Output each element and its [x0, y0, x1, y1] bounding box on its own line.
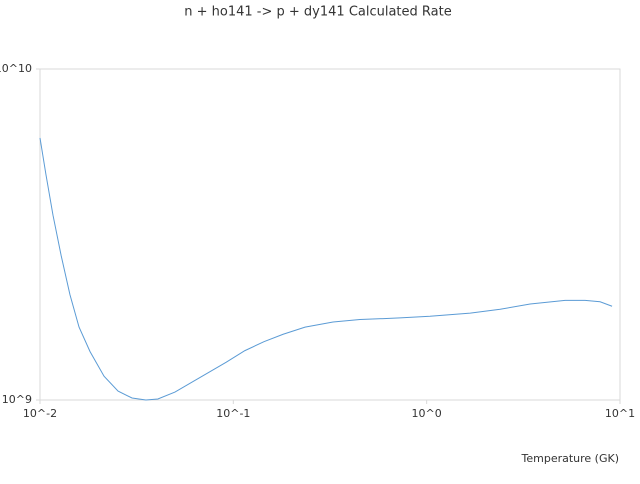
x-tick-label: 10^-1: [216, 407, 250, 420]
line: [39, 137, 613, 401]
y-tick-label: 10^10: [0, 62, 32, 75]
chart-title: n + ho141 -> p + dy141 Calculated Rate: [184, 5, 451, 20]
x-tick-label: 10^0: [412, 407, 442, 420]
x-tick-label: 10^-2: [23, 407, 57, 420]
plot-frame: [39, 68, 621, 401]
x-tick-label: 10^1: [605, 407, 635, 420]
x-axis-label: Temperature (GK): [521, 452, 620, 465]
y-tick-label: 10^9: [2, 393, 32, 406]
